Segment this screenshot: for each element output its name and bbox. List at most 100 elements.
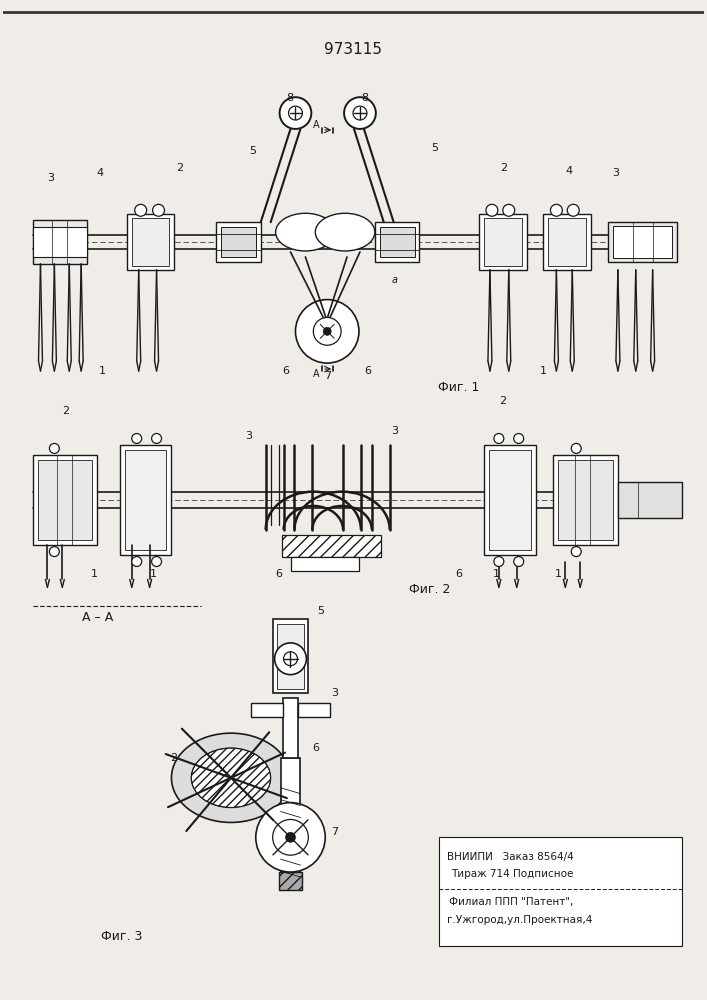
Text: Тираж 714 Подписное: Тираж 714 Подписное <box>451 869 573 879</box>
Text: 973115: 973115 <box>324 42 382 57</box>
Circle shape <box>551 204 562 216</box>
Bar <box>489 450 530 550</box>
Circle shape <box>288 106 303 120</box>
Bar <box>608 222 677 262</box>
Circle shape <box>503 204 515 216</box>
Text: 7: 7 <box>324 371 331 381</box>
Circle shape <box>344 97 376 129</box>
Circle shape <box>256 803 325 872</box>
Circle shape <box>353 106 367 120</box>
Circle shape <box>296 300 359 363</box>
Circle shape <box>514 557 524 566</box>
Text: Фиг. 2: Фиг. 2 <box>409 583 450 596</box>
Text: 5: 5 <box>250 146 257 156</box>
Circle shape <box>273 819 308 855</box>
Bar <box>479 214 527 270</box>
Text: 2: 2 <box>176 163 183 173</box>
Bar <box>559 460 613 540</box>
Bar <box>613 226 672 258</box>
Text: a: a <box>392 275 397 285</box>
Text: 1: 1 <box>540 366 547 376</box>
Bar <box>544 214 591 270</box>
Text: г.Ужгород,ул.Проектная,4: г.Ужгород,ул.Проектная,4 <box>448 915 592 925</box>
Text: 3: 3 <box>332 688 339 698</box>
Text: 8: 8 <box>361 93 368 103</box>
Text: 3: 3 <box>47 173 54 183</box>
Bar <box>127 214 175 270</box>
Text: 1: 1 <box>150 569 157 579</box>
Text: 8: 8 <box>286 93 293 103</box>
Bar <box>375 222 419 262</box>
Text: 6: 6 <box>312 743 319 753</box>
Text: 3: 3 <box>612 168 619 178</box>
Text: А – А: А – А <box>82 611 113 624</box>
Text: 1: 1 <box>492 569 499 579</box>
Bar <box>216 222 261 262</box>
Circle shape <box>49 547 59 557</box>
Text: А: А <box>313 369 320 379</box>
Circle shape <box>494 434 504 443</box>
Bar <box>251 703 283 717</box>
Bar <box>281 535 381 557</box>
Bar <box>484 445 536 555</box>
Circle shape <box>135 204 146 216</box>
Text: 2: 2 <box>170 753 177 763</box>
Bar <box>33 220 87 264</box>
Text: 6: 6 <box>282 366 289 376</box>
Bar <box>549 218 586 266</box>
Circle shape <box>151 434 161 443</box>
Circle shape <box>132 434 141 443</box>
Circle shape <box>571 443 581 453</box>
Text: А: А <box>313 120 320 130</box>
Bar <box>221 227 256 257</box>
Circle shape <box>279 97 311 129</box>
Text: 2: 2 <box>501 163 508 173</box>
Circle shape <box>286 832 296 842</box>
Circle shape <box>514 434 524 443</box>
Circle shape <box>153 204 165 216</box>
Circle shape <box>486 204 498 216</box>
Bar <box>273 619 308 693</box>
Bar <box>291 557 359 571</box>
Bar <box>380 227 414 257</box>
Bar <box>276 624 305 689</box>
Circle shape <box>323 327 331 335</box>
Bar <box>37 460 92 540</box>
Circle shape <box>132 557 141 566</box>
Text: 3: 3 <box>391 426 398 436</box>
Text: 4: 4 <box>96 168 103 178</box>
Ellipse shape <box>192 748 271 808</box>
Bar <box>125 450 166 550</box>
Circle shape <box>284 652 298 666</box>
Bar <box>283 698 298 758</box>
Bar <box>132 218 170 266</box>
Bar <box>120 445 171 555</box>
Ellipse shape <box>276 213 335 251</box>
Text: 3: 3 <box>245 431 252 441</box>
Text: 6: 6 <box>456 569 462 579</box>
Bar <box>439 837 682 946</box>
Circle shape <box>571 547 581 557</box>
Bar <box>33 227 87 257</box>
Text: Филиал ППП "Патент",: Филиал ППП "Патент", <box>449 897 573 907</box>
Circle shape <box>49 443 59 453</box>
Circle shape <box>274 643 306 675</box>
Text: 4: 4 <box>566 166 573 176</box>
Text: Фиг. 3: Фиг. 3 <box>101 930 143 943</box>
Text: 1: 1 <box>555 569 562 579</box>
Circle shape <box>494 557 504 566</box>
Text: 1: 1 <box>98 366 105 376</box>
Text: 5: 5 <box>317 606 324 616</box>
Bar <box>298 703 330 717</box>
Text: Фиг. 1: Фиг. 1 <box>438 381 480 394</box>
Text: ВНИИПИ   Заказ 8564/4: ВНИИПИ Заказ 8564/4 <box>448 852 574 862</box>
Bar <box>484 218 522 266</box>
Bar <box>33 455 97 545</box>
Text: 6: 6 <box>364 366 371 376</box>
Text: 6: 6 <box>275 569 282 579</box>
Text: 2: 2 <box>62 406 69 416</box>
Bar <box>281 758 300 877</box>
Circle shape <box>151 557 161 566</box>
Text: 2: 2 <box>498 396 506 406</box>
Circle shape <box>567 204 579 216</box>
